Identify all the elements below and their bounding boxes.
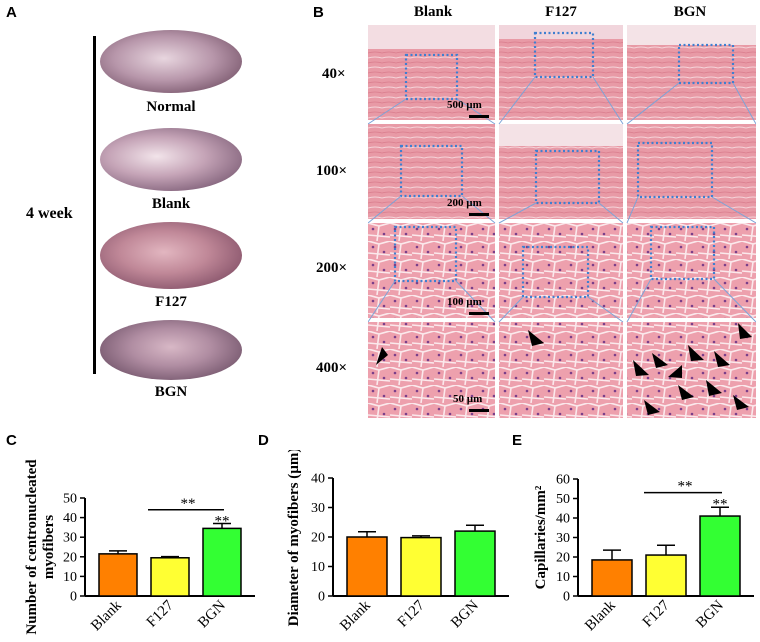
chart-d: 0 10 20 30 40 Blank F127 BGN Diameter of myofibe… — [286, 450, 509, 634]
category-label: BGN — [693, 597, 727, 631]
y-tick-label: 0 — [563, 590, 570, 605]
chart-e: 0 10 20 30 40 50 60 Blank F127 BGN ** ** Capillaries… — [533, 473, 754, 634]
row-label-200x: 200× — [316, 260, 348, 276]
category-label: Blank — [337, 597, 374, 634]
column-header-bgn: BGN — [673, 4, 707, 20]
panel-letter-a: A — [6, 4, 17, 21]
row-label-400x: 400× — [316, 360, 348, 376]
bar-bgn — [202, 527, 242, 597]
category-label: BGN — [195, 597, 229, 631]
panel-letter-e: E — [512, 432, 523, 449]
y-tick-label: 0 — [70, 590, 77, 605]
bar-bgn — [699, 515, 741, 597]
column-header-f127: F127 — [545, 4, 577, 20]
y-axis-label: Diameter of myofibers (µm) — [286, 450, 302, 626]
sample-label-f127: F127 — [155, 294, 187, 310]
y-tick-label: 20 — [311, 531, 325, 546]
category-label: BGN — [448, 597, 482, 631]
sample-label-blank: Blank — [151, 196, 191, 212]
tile-bgn-200x — [627, 223, 756, 318]
bar-f127 — [400, 536, 442, 597]
tile-f127-400x — [499, 322, 623, 418]
bar-blank — [346, 536, 388, 597]
category-label: F127 — [640, 597, 673, 630]
panel-letter-d: D — [258, 432, 269, 449]
category-label: F127 — [395, 597, 428, 630]
tile-blank-200x — [368, 223, 495, 318]
tile-f127-200x — [499, 223, 623, 318]
y-tick-label: 40 — [63, 511, 77, 526]
significance-stars: ** — [181, 496, 196, 512]
category-label: F127 — [144, 597, 177, 630]
y-tick-label: 30 — [556, 531, 570, 546]
y-tick-label: 20 — [63, 550, 77, 565]
timeline-bar — [93, 36, 96, 374]
y-tick-label: 20 — [556, 551, 570, 566]
bar-bgn — [454, 530, 496, 597]
tile-bgn-100x — [627, 124, 756, 219]
y-tick-label: 40 — [556, 512, 570, 527]
significance-stars: ** — [215, 514, 230, 530]
panel-letter-c: C — [6, 432, 17, 449]
bar-f127 — [645, 554, 687, 597]
y-tick-label: 40 — [311, 472, 325, 487]
y-tick-label: 50 — [63, 492, 77, 507]
y-tick-label: 10 — [311, 560, 325, 575]
tile-blank-100x — [368, 124, 495, 219]
scale-bar-label-200: 200 µm — [447, 197, 482, 209]
muscle-photo-blank — [100, 128, 242, 191]
chart-c: 0 10 20 30 40 50 Blank F127 BGN ** ** Number of cen… — [24, 459, 255, 635]
category-label: Blank — [582, 597, 619, 634]
category-label: Blank — [88, 597, 125, 634]
scale-bar-label-500: 500 µm — [447, 99, 482, 111]
y-tick-label: 30 — [311, 501, 325, 516]
muscle-photo-bgn — [100, 320, 242, 380]
y-axis-label: myofibers — [41, 515, 57, 579]
bar-blank — [591, 559, 633, 597]
tile-bgn-400x — [627, 322, 756, 418]
significance-stars: ** — [678, 479, 693, 495]
bar-f127 — [150, 557, 190, 597]
histology-grid — [368, 25, 756, 418]
significance-stars: ** — [713, 496, 728, 512]
y-axis-label: Number of centronucleated — [24, 459, 40, 635]
muscle-photo-normal — [100, 30, 242, 93]
y-tick-label: 10 — [556, 570, 570, 585]
y-tick-label: 30 — [63, 531, 77, 546]
sample-label-normal: Normal — [146, 99, 196, 115]
y-tick-label: 0 — [318, 590, 325, 605]
row-label-100x: 100× — [316, 163, 348, 179]
panel-letter-b: B — [313, 4, 324, 21]
row-label-40x: 40× — [322, 66, 346, 82]
column-header-blank: Blank — [413, 4, 453, 20]
tile-f127-40x — [499, 25, 623, 120]
sample-label-bgn: BGN — [154, 384, 188, 400]
y-axis-label: Capillaries/mm² — [533, 485, 549, 589]
bar-blank — [98, 553, 138, 597]
time-label: 4 week — [26, 205, 73, 222]
scale-bar-label-50: 50 µm — [453, 393, 483, 405]
y-tick-label: 60 — [556, 473, 570, 488]
y-tick-label: 50 — [556, 492, 570, 507]
scale-bar-label-100: 100 µm — [447, 296, 482, 308]
y-tick-label: 10 — [63, 570, 77, 585]
muscle-photo-f127 — [100, 222, 242, 289]
tile-blank-400x — [368, 322, 495, 418]
